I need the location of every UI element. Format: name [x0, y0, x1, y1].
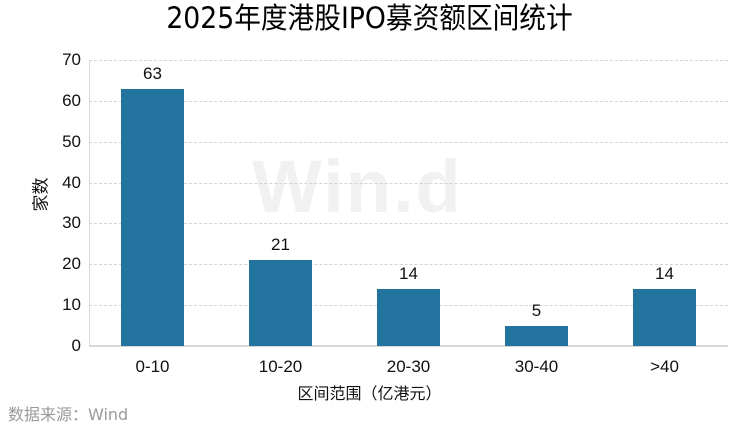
y-tick-label: 10	[62, 295, 81, 315]
chart-title: 2025年度港股IPO募资额区间统计	[166, 1, 573, 35]
x-tick-label: 20-30	[386, 357, 431, 376]
y-tick-label: 20	[62, 254, 81, 274]
bar-30-40	[505, 325, 568, 346]
bar->40	[633, 288, 696, 346]
y-tick-label: 40	[62, 172, 81, 192]
gridline	[89, 223, 728, 225]
y-tick-label: 70	[62, 50, 81, 69]
bar-0-10	[121, 88, 184, 346]
gridline	[89, 100, 728, 102]
bar-value-label: 5	[531, 300, 542, 320]
y-axis-line	[89, 60, 90, 346]
x-tick-label: >40	[650, 357, 679, 376]
x-tick-label: 30-40	[514, 357, 559, 376]
plot-area: 63 21 14 5 14	[89, 60, 728, 347]
y-tick-label: 60	[62, 90, 81, 110]
x-axis-line	[89, 345, 728, 347]
y-tick-label: 30	[62, 213, 81, 233]
x-axis-label: 区间范围（亿港元）	[297, 384, 442, 403]
gridline	[89, 141, 728, 143]
bar-value-label: 14	[655, 263, 674, 283]
y-tick-label: 0	[71, 336, 81, 355]
gridline	[89, 264, 728, 266]
data-source-note: 数据来源：Wind	[8, 405, 129, 424]
bar-value-label: 14	[399, 263, 418, 283]
y-tick-label: 50	[62, 131, 81, 151]
bar-20-30	[377, 288, 440, 346]
x-tick-label: 10-20	[258, 357, 303, 376]
bar-10-20	[249, 260, 312, 346]
gridline	[89, 182, 728, 184]
bar-value-label: 21	[271, 235, 290, 255]
gridline	[89, 60, 728, 61]
bar-value-label: 63	[143, 63, 162, 83]
x-tick-label: 0-10	[135, 357, 170, 376]
